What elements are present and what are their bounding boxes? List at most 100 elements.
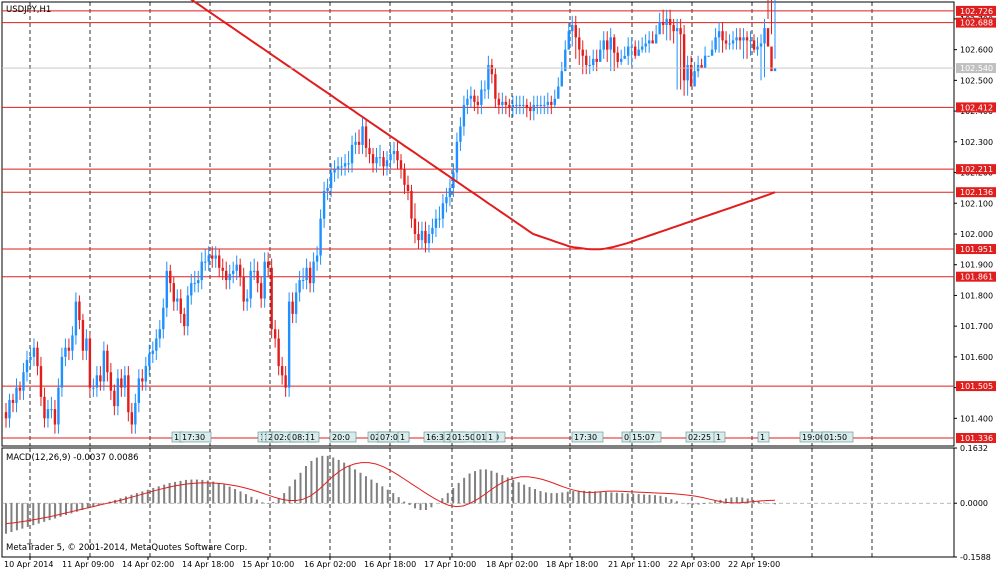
macd-y-tick-label: 0.1632 [960,444,988,453]
candle-body [200,261,203,281]
candle-body [4,412,8,419]
time-marker-label: 17:30 [574,433,597,442]
candle-body [522,104,525,106]
candle-body [749,40,752,42]
candle-body [672,25,675,32]
candle-body [752,40,756,50]
candle-body [647,40,651,44]
candle-body [504,101,508,105]
candle-body [308,267,312,284]
candle-body [661,21,665,26]
time-marker-box [821,431,854,443]
x-tick-label: 11 Apr 09:00 [62,560,114,569]
x-tick-label: 14 Apr 18:00 [182,560,234,569]
level-price-label: 101.951 [960,245,993,254]
candle-body [536,104,539,106]
candle-body [420,230,424,241]
candle-body [43,396,46,419]
candle-body [228,273,231,281]
x-tick-label: 22 Apr 19:00 [728,560,780,569]
candle-body [518,104,522,106]
candle-body [134,402,137,425]
candle-body [371,154,375,164]
candle-body [588,64,591,66]
candle-body [158,329,161,339]
candle-body [630,46,633,48]
candle-body [294,292,298,314]
time-marker-box [329,431,357,443]
candle-body [204,261,207,263]
level-price-label: 102.688 [960,19,993,28]
candle-body [301,280,305,282]
candle-body [501,101,504,105]
candle-body [305,267,308,281]
candle-body [71,335,74,351]
candle-body [368,147,371,155]
candle-body [640,46,644,50]
candle-body [347,163,350,165]
candle-body [378,157,382,159]
candle-body [46,409,50,419]
time-marker-box [307,431,320,443]
candle-body [550,101,553,105]
y-tick-label: 102.500 [960,76,993,85]
candle-body [564,49,567,72]
candle-body [336,166,340,170]
candle-body [602,40,605,50]
candle-body [469,95,473,99]
candle-body [710,49,714,56]
candle-body [214,255,217,259]
candle-body [434,218,438,228]
candle-body [326,187,329,191]
time-marker-label: 1 [716,433,721,442]
candle-body [445,197,448,204]
candle-body [494,74,497,99]
candle-body [728,43,731,45]
candle-body [724,40,728,44]
candle-body [78,301,81,321]
candle-body [172,283,175,302]
candle-body [11,399,15,403]
y-tick-label: 101.700 [960,322,993,331]
candle-body [92,387,95,389]
candle-body [179,298,182,314]
time-marker-label: 1 [488,433,493,442]
candle-body [263,261,266,299]
chart-title: USDJPY,H1 [6,5,51,15]
x-tick-label: 14 Apr 02:00 [122,560,174,569]
x-tick-label: 21 Apr 11:00 [608,560,660,569]
candle-body [151,350,155,354]
candle-body [193,283,196,285]
time-marker-box [571,431,604,443]
candle-body [340,166,343,168]
candle-body [539,104,543,106]
candle-body [315,255,319,262]
candle-body [113,390,116,407]
candle-body [448,187,452,198]
candle-body [403,169,406,185]
candle-body [218,255,221,268]
candle-body [773,68,777,72]
y-tick-label: 102.100 [960,199,993,208]
candle-body [571,25,574,32]
candle-body [130,412,134,425]
candle-body [116,378,120,407]
candle-body [277,338,280,367]
time-marker-box [485,431,498,443]
x-tick-label: 10 Apr 2014 [4,560,53,569]
macd-signal-line [5,462,776,525]
candle-body [689,64,693,87]
price-panel-frame [1,1,955,447]
candle-body [399,160,403,170]
candle-body [766,28,770,47]
candle-body [333,169,336,173]
candle-body [15,387,18,403]
candle-body [637,49,640,56]
level-price-label: 102.136 [960,188,993,197]
y-tick-label: 101.900 [960,261,993,270]
candle-body [382,157,385,167]
time-marker-box [757,431,770,443]
candle-body [245,298,249,302]
candle-body [32,347,36,357]
candle-body [312,261,315,284]
